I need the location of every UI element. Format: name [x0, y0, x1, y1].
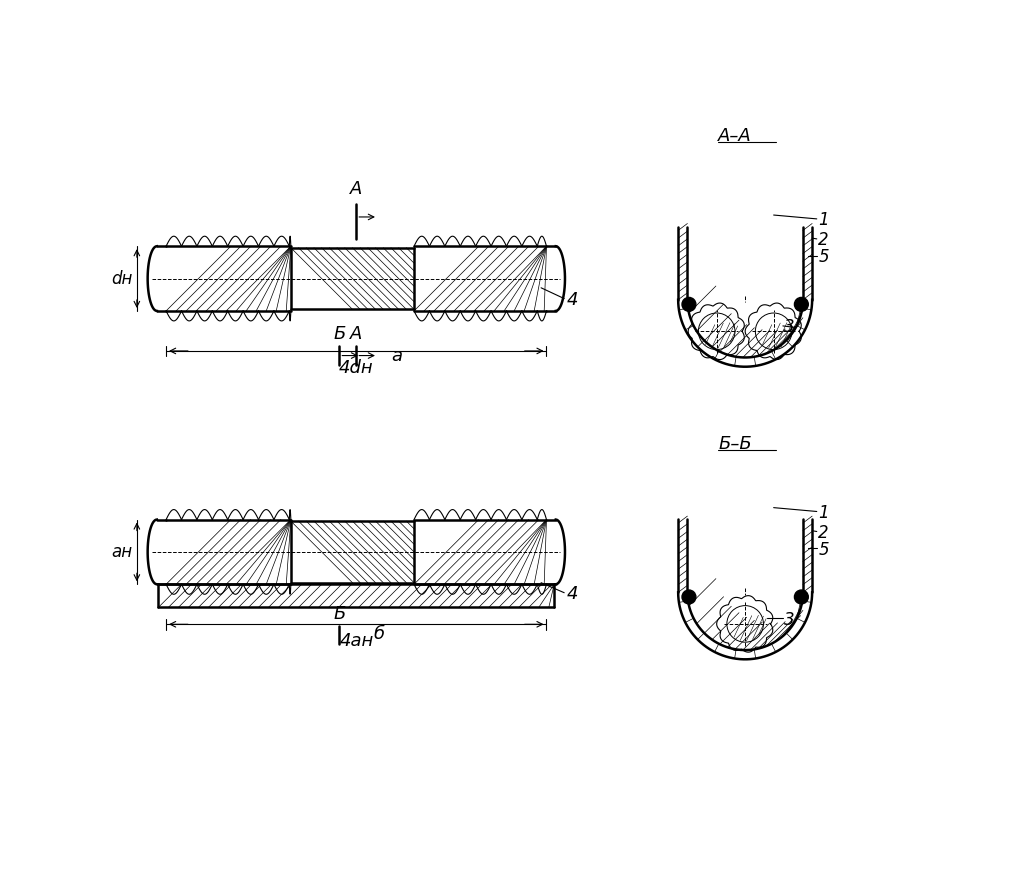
- Text: 2: 2: [819, 524, 829, 542]
- Text: Б: Б: [333, 325, 345, 343]
- Text: 3: 3: [784, 611, 795, 629]
- Text: 2: 2: [819, 232, 829, 249]
- Text: a: a: [391, 347, 402, 364]
- Text: 1: 1: [819, 504, 829, 522]
- Text: 3: 3: [784, 318, 795, 337]
- Text: 4aн: 4aн: [339, 632, 374, 650]
- Text: A: A: [350, 180, 363, 199]
- Text: dн: dн: [110, 270, 133, 287]
- Circle shape: [682, 297, 696, 311]
- Text: 5: 5: [819, 541, 829, 559]
- Text: Б–Б: Б–Б: [718, 435, 752, 453]
- Text: A: A: [350, 325, 363, 343]
- Circle shape: [682, 590, 696, 604]
- Text: б: б: [374, 625, 385, 644]
- Text: A–A: A–A: [718, 127, 752, 145]
- Text: 5: 5: [819, 248, 829, 266]
- Text: aн: aн: [111, 543, 133, 561]
- Circle shape: [794, 297, 808, 311]
- Text: 4: 4: [566, 585, 578, 603]
- Text: 4dн: 4dн: [339, 359, 374, 377]
- Circle shape: [794, 590, 808, 604]
- Text: Б: Б: [333, 605, 345, 622]
- Text: 1: 1: [819, 211, 829, 230]
- Text: 4: 4: [566, 291, 578, 309]
